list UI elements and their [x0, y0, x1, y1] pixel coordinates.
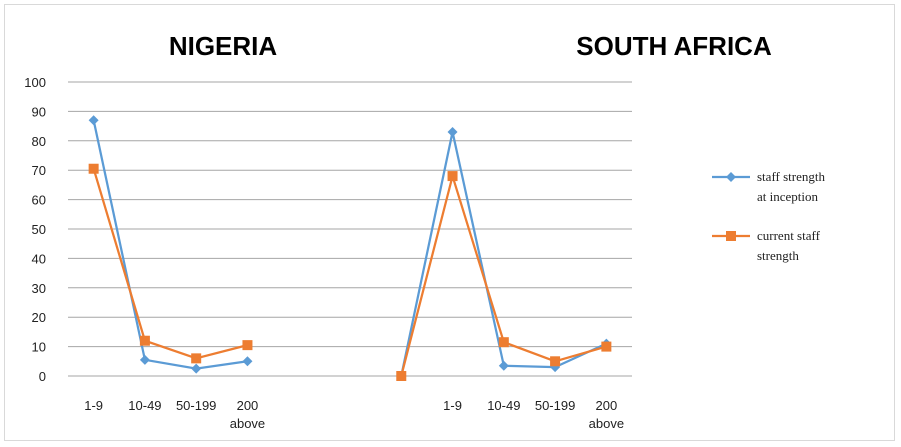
- legend-label: staff strength: [757, 169, 825, 184]
- y-tick-label: 40: [32, 251, 46, 266]
- data-point: [88, 115, 99, 126]
- data-point: [191, 353, 202, 364]
- data-point: [447, 171, 458, 182]
- legend-label: strength: [757, 248, 799, 263]
- x-tick-labels: 1-9 10-49 50-199 200 above 1-9 10-49 50-199 200 a…: [84, 398, 624, 431]
- data-point: [242, 340, 253, 351]
- y-tick-label: 20: [32, 310, 46, 325]
- x-tick-label: 1-9: [84, 398, 103, 413]
- legend-label: at inception: [757, 189, 819, 204]
- chart-frame: [4, 4, 895, 441]
- x-tick-label: 50-199: [535, 398, 575, 413]
- data-point: [447, 126, 458, 137]
- y-tick-label: 90: [32, 104, 46, 119]
- data-point: [88, 163, 99, 174]
- data-point: [601, 341, 612, 352]
- series-layer: [88, 115, 612, 381]
- legend: staff strength at inception current staff s…: [712, 169, 825, 263]
- data-point: [139, 335, 150, 346]
- legend-label: current staff: [757, 228, 821, 243]
- y-tick-label: 60: [32, 193, 46, 208]
- data-point: [191, 363, 202, 374]
- data-point: [550, 356, 561, 367]
- data-point: [396, 371, 407, 381]
- y-tick-label: 50: [32, 222, 46, 237]
- y-tick-label: 80: [32, 134, 46, 149]
- grid-layer: [68, 81, 632, 377]
- y-tick-labels: 0 10 20 30 40 50 60 70 80 90 100: [24, 75, 46, 384]
- legend-marker: [726, 231, 736, 241]
- series-line: [92, 119, 248, 370]
- y-tick-label: 100: [24, 75, 46, 90]
- x-tick-label: 200: [237, 398, 259, 413]
- y-tick-label: 10: [32, 340, 46, 355]
- x-tick-label: above: [230, 416, 265, 431]
- x-tick-label: 10-49: [128, 398, 161, 413]
- chart-title-nigeria: NIGERIA: [169, 31, 278, 61]
- y-tick-label: 30: [32, 281, 46, 296]
- series-line: [92, 168, 248, 360]
- x-tick-label: 50-199: [176, 398, 216, 413]
- data-point: [242, 356, 253, 367]
- y-tick-label: 0: [39, 369, 46, 384]
- y-tick-label: 70: [32, 163, 46, 178]
- x-tick-label: 1-9: [443, 398, 462, 413]
- data-point: [139, 354, 150, 365]
- x-tick-label: 200: [596, 398, 618, 413]
- chart-title-south-africa: SOUTH AFRICA: [576, 31, 772, 61]
- x-tick-label: above: [589, 416, 624, 431]
- data-point: [498, 360, 509, 371]
- x-tick-label: 10-49: [487, 398, 520, 413]
- data-point: [498, 337, 509, 348]
- legend-marker: [726, 172, 736, 182]
